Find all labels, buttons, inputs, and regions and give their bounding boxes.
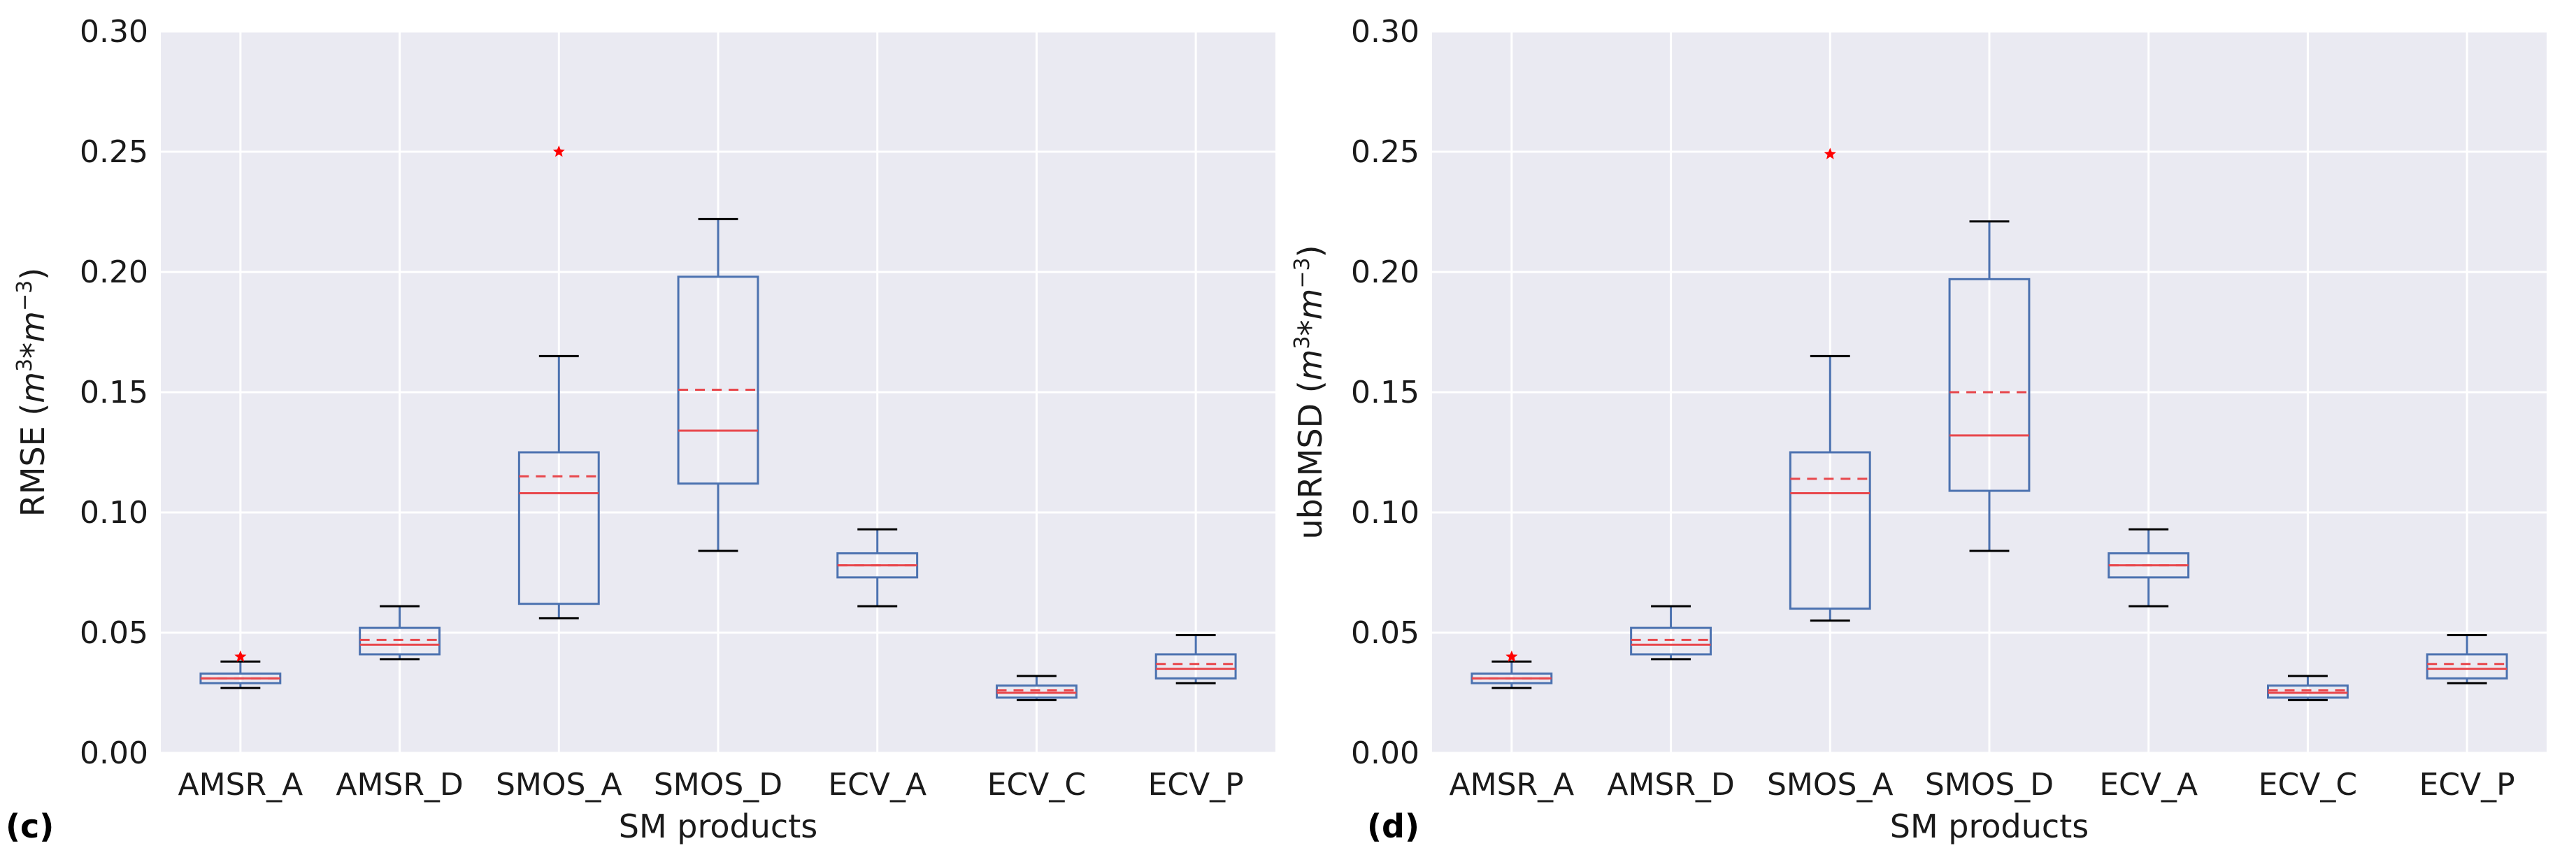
panel-d: 0.000.050.100.150.200.250.30 AMSR_A AMSR_… [1290,14,2547,845]
box-plot-SMOS_D [677,217,759,552]
box-plot-SMOS_A [1789,148,1871,622]
box-plot-ECV_A [2108,528,2190,608]
y-tick-label: 0.25 [1351,134,1419,170]
x-tick-label: ECV_C [987,767,1086,803]
box [1630,626,1712,656]
y-tick-label: 0.15 [80,375,148,410]
x-tick-label: AMSR_A [178,767,303,803]
outlier-marker [1505,650,1518,662]
y-tick-label: 0.00 [1351,735,1419,771]
box-plots [199,145,1237,701]
x-tick-label: SMOS_A [496,767,622,803]
y-tick-label: 0.00 [80,735,148,771]
box [1948,278,2031,492]
y-tick-label: 0.25 [80,134,148,170]
x-tick-label: ECV_C [2259,767,2357,803]
panel-c: 0.000.050.100.150.200.250.30 AMSR_A AMSR_… [6,14,1275,845]
box-plots [1471,148,2508,701]
box [2426,653,2508,680]
x-axis-title: SM products [619,807,817,845]
box [1154,653,1237,680]
x-axis-ticks: AMSR_A AMSR_D SMOS_A SMOS_D ECV_A ECV_C ECV_P [178,767,1244,803]
y-axis-title: RMSE (m3*m−3) [13,268,52,517]
box [517,451,600,605]
box-plot-SMOS_D [1948,220,2031,552]
x-tick-label: AMSR_A [1450,767,1575,803]
box-plot-ECV_C [2267,675,2349,701]
box-plot-ECV_C [996,675,1078,701]
box-plot-AMSR_A [1471,650,1553,689]
x-tick-label: ECV_P [1148,767,1244,803]
box [359,626,441,656]
y-tick-label: 0.20 [80,254,148,290]
box [996,684,1078,699]
x-tick-label: AMSR_D [336,767,463,803]
box [2267,684,2349,699]
panel-label: (d) [1367,807,1419,845]
box-plot-AMSR_A [199,650,282,689]
y-tick-label: 0.30 [80,14,148,50]
x-tick-label: ECV_P [2419,767,2515,803]
panel-label: (c) [6,807,54,845]
y-axis-ticks: 0.00 0.05 0.10 0.15 0.20 0.25 0.30 [80,14,148,771]
box-plot-AMSR_D [359,605,441,661]
y-tick-label: 0.15 [1351,375,1419,410]
y-tick-label: 0.10 [1351,495,1419,531]
box-plot-AMSR_D [1630,605,1712,661]
x-tick-label: AMSR_D [1607,767,1734,803]
outlier-marker [1824,148,1836,159]
x-tick-label: SMOS_D [1925,767,2054,803]
y-tick-label: 0.05 [1351,615,1419,651]
x-tick-label: SMOS_D [654,767,782,803]
y-axis-title: ubRMSD (m3*m−3) [1290,245,1329,539]
outlier-marker [552,145,565,157]
outlier-marker [234,650,247,662]
x-axis-ticks: AMSR_A AMSR_D SMOS_A SMOS_D ECV_A ECV_C ECV_P [1450,767,2515,803]
y-tick-label: 0.30 [1351,14,1419,50]
box [677,275,759,485]
box-plot-SMOS_A [517,145,600,619]
y-tick-label: 0.05 [80,615,148,651]
box [1789,451,1871,610]
box-plot-ECV_P [2426,633,2508,684]
x-tick-label: ECV_A [828,767,926,803]
box-plot-ECV_A [836,528,919,608]
x-axis-title: SM products [1890,807,2089,845]
y-axis-ticks: 0.00 0.05 0.10 0.15 0.20 0.25 0.30 [1351,14,1419,771]
box-plot-ECV_P [1154,633,1237,684]
y-tick-label: 0.20 [1351,254,1419,290]
x-tick-label: SMOS_A [1767,767,1894,803]
y-tick-label: 0.10 [80,495,148,531]
x-tick-label: ECV_A [2099,767,2198,803]
